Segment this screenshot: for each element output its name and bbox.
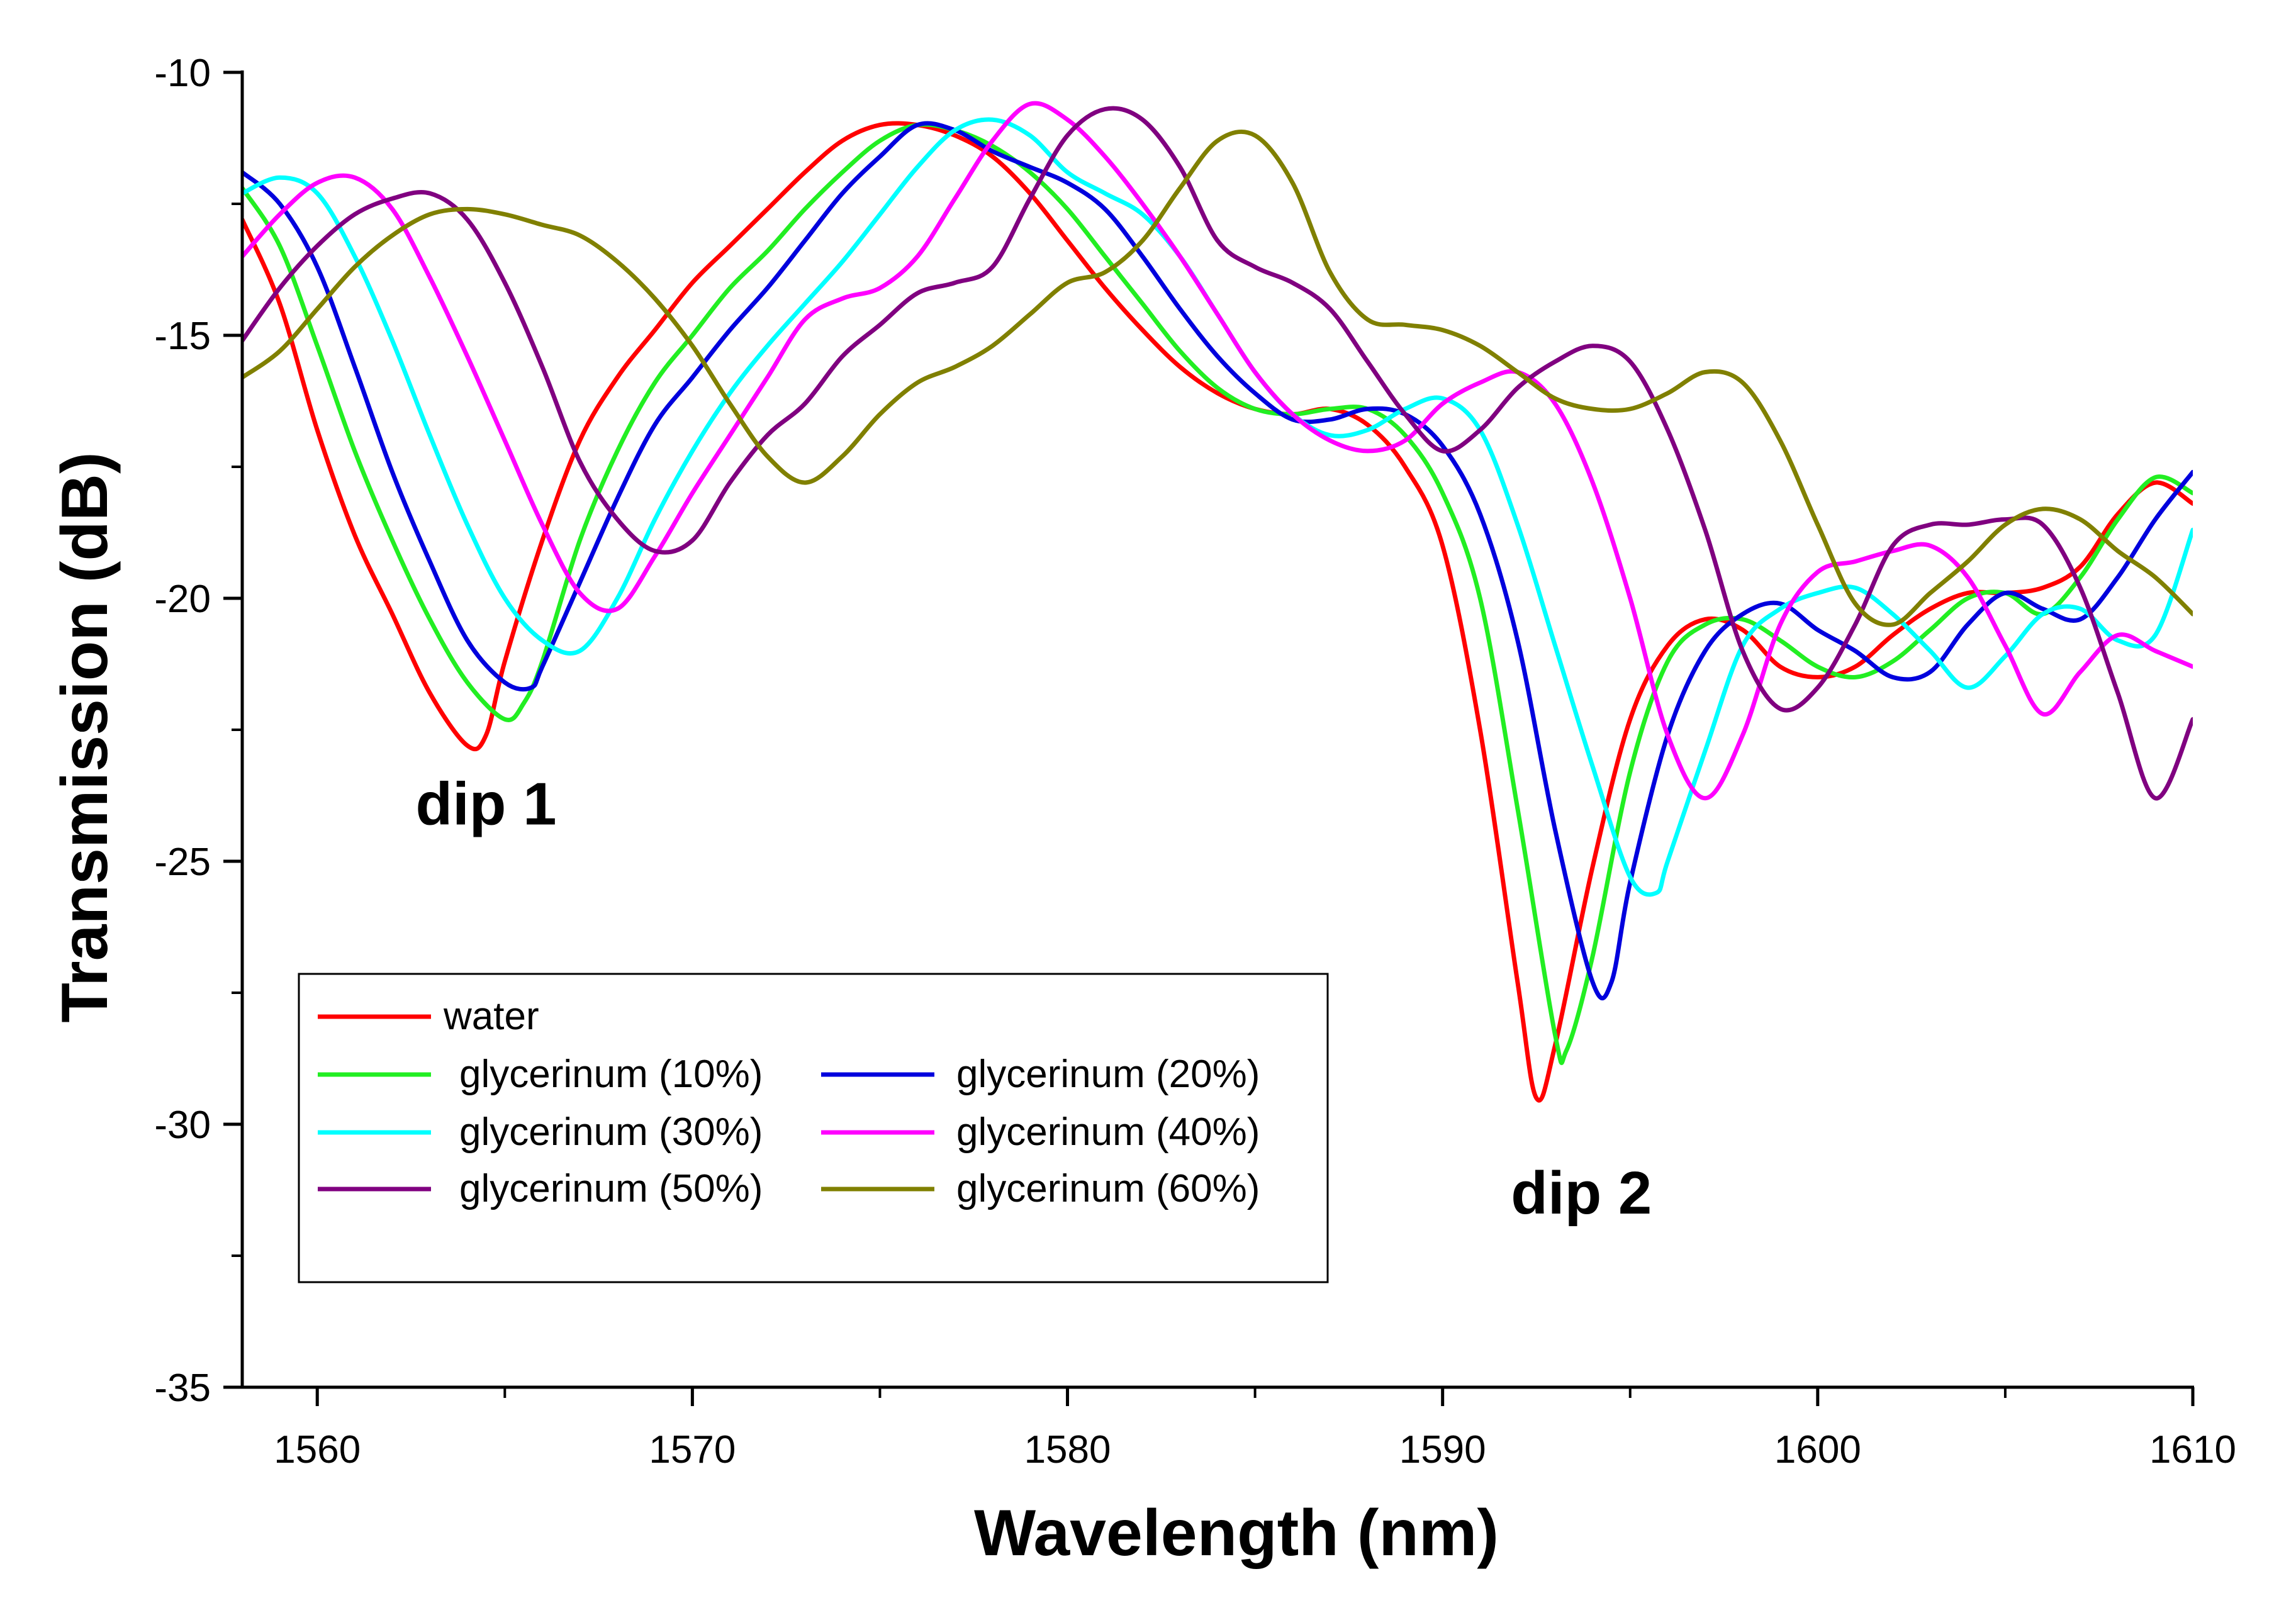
x-tick-label: 1600 (1774, 1428, 1861, 1472)
legend-label-glycerinum-30: glycerinum (30%) (459, 1110, 763, 1154)
y-tick-label: -10 (154, 52, 211, 95)
legend-label-glycerinum-50: glycerinum (50%) (459, 1167, 763, 1210)
annotation-dip-2: dip 2 (1511, 1159, 1652, 1227)
x-tick-label: 1570 (649, 1428, 736, 1472)
legend-box (298, 973, 1329, 1283)
series-line-glycerinum-10 (242, 122, 2193, 1065)
y-axis-title: Transmission (dB) (48, 452, 121, 1022)
y-tick-label: -15 (154, 315, 211, 358)
series-line-glycerinum-40 (242, 101, 2193, 801)
tick-labels: -10 -15 -20 -25 -30 -35 1560 1570 1580 1590 1600 16… (154, 52, 2236, 1472)
y-tick-label: -20 (154, 578, 211, 621)
y-tick-label: -35 (154, 1366, 211, 1410)
series-line-glycerinum-20 (242, 121, 2193, 1000)
x-tick-label: 1610 (2149, 1428, 2236, 1472)
x-axis-title: Wavelength (nm) (974, 1497, 1499, 1570)
series-line-glycerinum-60 (242, 129, 2193, 627)
legend-label-glycerinum-40: glycerinum (40%) (956, 1110, 1260, 1154)
series-line-water (242, 121, 2193, 1103)
legend: water glycerinum (10%) glycerinum (20%) gly… (298, 973, 1329, 1283)
legend-label-glycerinum-60: glycerinum (60%) (956, 1167, 1260, 1210)
series-line-glycerinum-50 (242, 106, 2193, 801)
legend-label-water: water (443, 995, 539, 1038)
annotation-dip-1: dip 1 (415, 771, 556, 838)
y-tick-label: -25 (154, 841, 211, 884)
x-tick-label: 1580 (1024, 1428, 1111, 1472)
legend-label-glycerinum-20: glycerinum (20%) (956, 1053, 1260, 1096)
x-tick-label: 1560 (274, 1428, 361, 1472)
legend-label-glycerinum-10: glycerinum (10%) (459, 1053, 763, 1096)
x-tick-label: 1590 (1399, 1428, 1486, 1472)
y-tick-label: -30 (154, 1103, 211, 1147)
axes (223, 70, 2195, 1406)
series-layer (242, 101, 2193, 1103)
